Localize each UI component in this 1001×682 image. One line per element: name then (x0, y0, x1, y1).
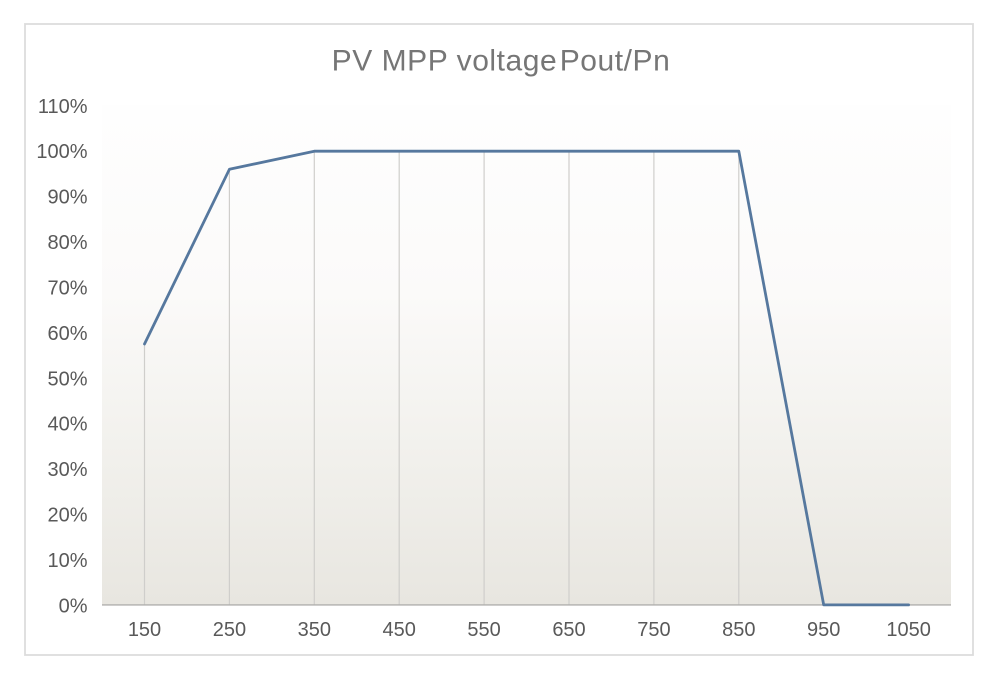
svg-text:250: 250 (213, 619, 246, 641)
svg-text:450: 450 (383, 619, 416, 641)
svg-text:PV MPP voltagePout/Pn: PV MPP voltagePout/Pn (332, 45, 671, 78)
svg-text:110%: 110% (38, 96, 88, 118)
svg-text:550: 550 (467, 619, 500, 641)
svg-text:60%: 60% (47, 323, 87, 345)
svg-text:100%: 100% (36, 141, 87, 163)
svg-text:150: 150 (128, 619, 161, 641)
svg-text:1050: 1050 (886, 619, 931, 641)
svg-text:650: 650 (552, 619, 585, 641)
svg-text:90%: 90% (47, 187, 87, 209)
svg-text:40%: 40% (47, 414, 87, 436)
svg-text:350: 350 (298, 619, 331, 641)
svg-text:20%: 20% (47, 505, 87, 527)
svg-text:950: 950 (807, 619, 840, 641)
svg-text:80%: 80% (47, 232, 87, 254)
svg-text:850: 850 (722, 619, 755, 641)
svg-text:30%: 30% (47, 459, 87, 481)
svg-text:10%: 10% (47, 550, 87, 572)
svg-text:70%: 70% (47, 278, 87, 300)
svg-text:50%: 50% (47, 368, 87, 390)
svg-text:0%: 0% (59, 595, 88, 617)
svg-text:750: 750 (637, 619, 670, 641)
